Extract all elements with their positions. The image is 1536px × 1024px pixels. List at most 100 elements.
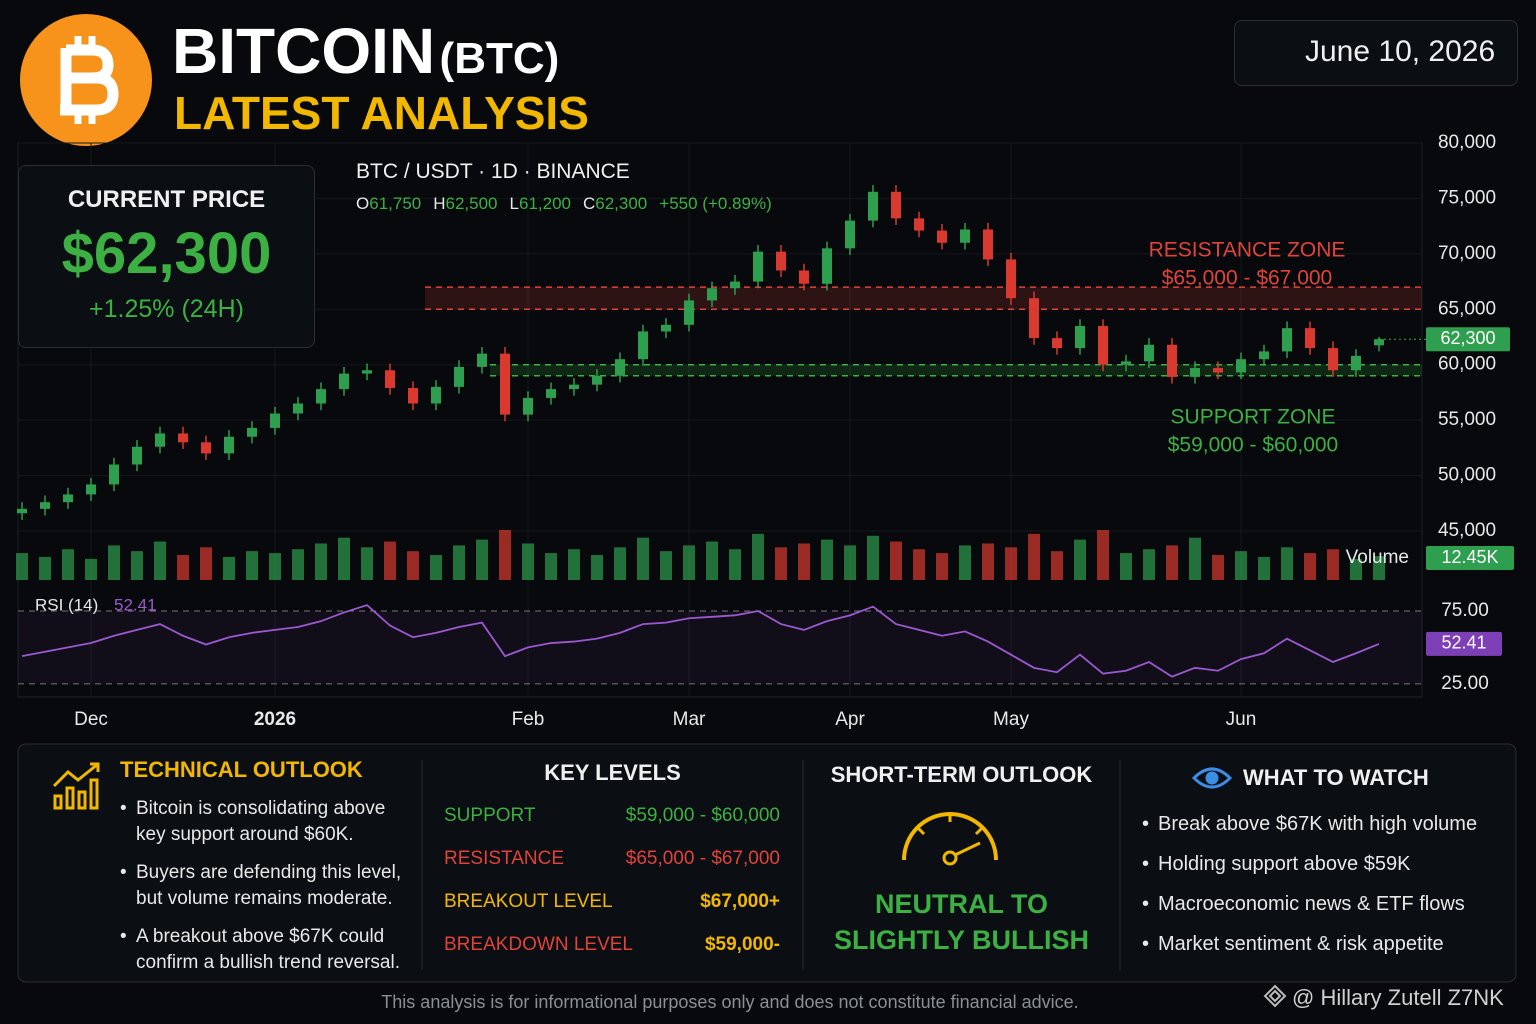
volume-bar: [1235, 551, 1247, 580]
volume-current: 12.45K: [1441, 547, 1498, 567]
bullet: Buyers are defending this level, but vol…: [120, 860, 415, 912]
candle-body: [937, 230, 947, 243]
rsi-line: [21, 604, 1380, 678]
candle-body: [17, 508, 27, 514]
candle-body: [1328, 348, 1338, 371]
candle-body: [615, 359, 625, 376]
candle-body: [960, 229, 970, 243]
candle-body: [109, 464, 119, 485]
volume-bar: [1166, 545, 1178, 580]
y-tick-label: 75.00: [1441, 600, 1489, 621]
candle-body: [293, 403, 303, 414]
candle-body: [983, 229, 993, 260]
zone-band: [490, 364, 1422, 376]
candle-body: [63, 494, 73, 503]
candle-body: [316, 389, 326, 404]
volume-bar: [752, 533, 764, 580]
candle-body: [822, 248, 832, 284]
zone-name: SUPPORT ZONE: [1171, 405, 1336, 428]
volume-bar: [338, 537, 350, 580]
volume-title: Volume: [1346, 547, 1409, 568]
key-level: RESISTANCE $65,000 - $67,000: [444, 848, 780, 870]
candle-body: [845, 220, 855, 249]
candle-body: [1305, 328, 1315, 349]
candle-body: [1144, 344, 1154, 362]
candle-body: [1098, 325, 1108, 365]
panel-title: KEY LEVELS: [544, 760, 681, 785]
volume-bar: [1028, 533, 1040, 580]
level-value: $65,000 - $67,000: [625, 848, 780, 869]
key-level: BREAKDOWN LEVEL $59,000-: [444, 934, 780, 956]
date: June 10, 2026: [1305, 35, 1496, 68]
candle-body: [454, 366, 464, 387]
volume-bar: [85, 558, 97, 580]
candle-body: [155, 433, 165, 447]
volume-bar: [706, 541, 718, 580]
candle-body: [1029, 298, 1039, 339]
candle-body: [86, 484, 96, 495]
volume-bar: [361, 547, 373, 580]
ohlc-value: 61,750: [369, 194, 422, 213]
candle-body: [799, 270, 809, 284]
level-value: $59,000-: [704, 934, 780, 955]
price-label: CURRENT PRICE: [67, 186, 266, 213]
level-label: BREAKDOWN LEVEL: [444, 934, 633, 955]
volume-bar: [108, 545, 120, 580]
volume-bar: [16, 553, 28, 580]
ohlc-value: 62,500: [445, 194, 498, 213]
outlook-icon: [52, 762, 100, 810]
candle-body: [776, 251, 786, 271]
volume-bar: [384, 541, 396, 580]
volume-bar: [568, 549, 580, 580]
bullet: A breakout above $67K could confirm a bu…: [120, 924, 415, 976]
volume-bar: [1304, 553, 1316, 580]
volume-bar: [269, 553, 281, 580]
candle-body: [1121, 361, 1131, 365]
ticker: (BTC): [439, 34, 560, 83]
volume-bar: [1143, 549, 1155, 580]
y-tick-label: 25.00: [1441, 673, 1489, 694]
current-price-box: [1426, 327, 1510, 352]
zone-band: [425, 287, 1422, 310]
volume-bar: [39, 556, 51, 580]
candle-body: [339, 373, 349, 390]
candle-body: [270, 413, 280, 428]
title-text: BITCOIN: [172, 15, 436, 87]
candle-body: [1259, 351, 1269, 360]
volume-bar: [821, 539, 833, 580]
watch-item: Break above $67K with high volume: [1142, 813, 1477, 836]
candle-body: [178, 433, 188, 443]
volume-bar: [637, 537, 649, 580]
candle-body: [500, 353, 510, 415]
candle-body: [638, 331, 648, 360]
volume-bar: [476, 539, 488, 580]
volume-bar: [982, 543, 994, 580]
candle-body: [132, 446, 142, 465]
gauge-icon: [902, 812, 998, 866]
x-tick-label: Apr: [835, 709, 865, 730]
y-tick-label: 70,000: [1438, 243, 1496, 264]
volume-bar: [131, 551, 143, 580]
level-value: $67,000+: [700, 891, 780, 912]
y-tick-label: 55,000: [1438, 409, 1496, 430]
volume-bar: [430, 555, 442, 580]
ohlc-change: +550 (+0.89%): [659, 194, 772, 213]
zone-name: RESISTANCE ZONE: [1149, 239, 1346, 262]
zone-range: $59,000 - $60,000: [1168, 433, 1338, 456]
candle-body: [40, 502, 50, 509]
outlook-bullets: Bitcoin is consolidating above key suppo…: [120, 796, 415, 988]
y-tick-label: 50,000: [1438, 465, 1496, 486]
price-card: CURRENT PRICE $62,300 +1.25% (24H): [18, 165, 315, 348]
volume-bar: [1005, 547, 1017, 580]
key-level: SUPPORT $59,000 - $60,000: [444, 805, 780, 827]
x-tick-label: Jun: [1226, 709, 1257, 730]
volume-box: [1426, 546, 1514, 570]
watch-item: Macroeconomic news & ETF flows: [1142, 893, 1465, 916]
rsi-title: RSI (14): [35, 595, 98, 614]
chart-title: BTC / USDT · 1D · BINANCE: [356, 160, 630, 183]
candle-body: [431, 386, 441, 404]
candle-body: [1052, 338, 1062, 349]
x-tick-label: Dec: [74, 709, 108, 730]
candle-body: [477, 353, 487, 367]
volume-bar: [1074, 539, 1086, 580]
